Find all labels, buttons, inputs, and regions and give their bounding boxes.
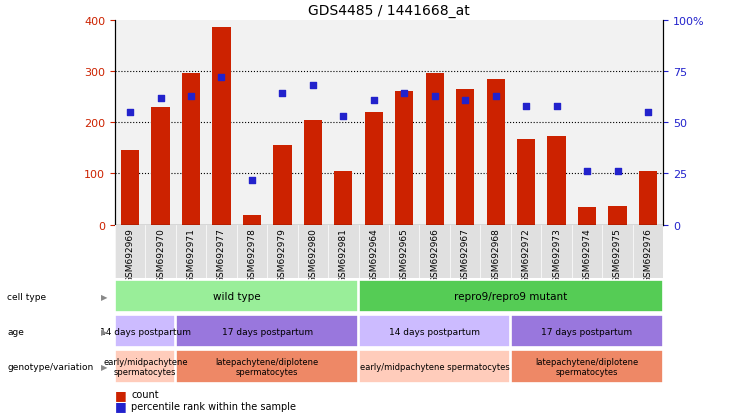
Bar xyxy=(395,92,413,225)
Point xyxy=(642,109,654,116)
Point xyxy=(155,95,167,102)
Title: GDS4485 / 1441668_at: GDS4485 / 1441668_at xyxy=(308,4,470,18)
Text: ▶: ▶ xyxy=(101,327,107,336)
Bar xyxy=(365,113,383,225)
Text: latepachytene/diplotene
spermatocytes: latepachytene/diplotene spermatocytes xyxy=(216,357,319,376)
Bar xyxy=(639,171,657,225)
Bar xyxy=(359,350,511,383)
Text: 14 days postpartum: 14 days postpartum xyxy=(389,327,480,336)
Text: genotype/variation: genotype/variation xyxy=(7,362,93,371)
Bar xyxy=(213,28,230,225)
Text: ▶: ▶ xyxy=(101,292,107,301)
Point xyxy=(459,97,471,104)
Bar xyxy=(304,120,322,225)
Text: 17 days postpartum: 17 days postpartum xyxy=(542,327,633,336)
Point xyxy=(581,169,593,175)
Bar xyxy=(359,280,662,313)
Point xyxy=(399,91,411,97)
Text: GSM692979: GSM692979 xyxy=(278,228,287,282)
Text: GSM692975: GSM692975 xyxy=(613,228,622,282)
Bar xyxy=(456,90,474,225)
Bar xyxy=(176,350,358,383)
Text: GSM692974: GSM692974 xyxy=(582,228,591,282)
Text: ▶: ▶ xyxy=(101,362,107,371)
Text: cell type: cell type xyxy=(7,292,47,301)
Point xyxy=(124,109,136,116)
Point xyxy=(490,93,502,100)
Point xyxy=(246,177,258,183)
Bar xyxy=(121,151,139,225)
Bar xyxy=(116,315,175,348)
Bar xyxy=(517,139,535,225)
Text: GSM692972: GSM692972 xyxy=(522,228,531,282)
Point xyxy=(307,83,319,89)
Text: GSM692976: GSM692976 xyxy=(643,228,653,282)
Text: GSM692965: GSM692965 xyxy=(399,228,409,282)
Text: repro9/repro9 mutant: repro9/repro9 mutant xyxy=(454,291,568,301)
Text: 14 days postpartum: 14 days postpartum xyxy=(100,327,191,336)
Text: ■: ■ xyxy=(115,399,127,412)
Bar xyxy=(487,79,505,225)
Point xyxy=(429,93,441,100)
Text: GSM692981: GSM692981 xyxy=(339,228,348,282)
Text: early/midpachytene spermatocytes: early/midpachytene spermatocytes xyxy=(360,362,510,371)
Bar xyxy=(116,280,358,313)
Point xyxy=(520,103,532,110)
Text: ■: ■ xyxy=(115,388,127,401)
Point xyxy=(337,114,349,120)
Point xyxy=(611,169,623,175)
Text: percentile rank within the sample: percentile rank within the sample xyxy=(131,401,296,411)
Bar xyxy=(359,315,511,348)
Point xyxy=(185,93,197,100)
Text: latepachytene/diplotene
spermatocytes: latepachytene/diplotene spermatocytes xyxy=(536,357,639,376)
Point xyxy=(216,75,227,81)
Bar xyxy=(243,216,261,225)
Text: wild type: wild type xyxy=(213,291,261,301)
Text: count: count xyxy=(131,389,159,399)
Text: GSM692964: GSM692964 xyxy=(369,228,379,282)
Text: 17 days postpartum: 17 days postpartum xyxy=(222,327,313,336)
Bar xyxy=(334,171,353,225)
Bar xyxy=(116,350,175,383)
Bar xyxy=(182,74,200,225)
Text: GSM692968: GSM692968 xyxy=(491,228,500,282)
Bar xyxy=(176,315,358,348)
Text: GSM692978: GSM692978 xyxy=(247,228,256,282)
Text: early/midpachytene
spermatocytes: early/midpachytene spermatocytes xyxy=(103,357,187,376)
Text: GSM692980: GSM692980 xyxy=(308,228,317,282)
Bar xyxy=(511,315,662,348)
Point xyxy=(368,97,379,104)
Bar xyxy=(578,207,597,225)
Text: GSM692967: GSM692967 xyxy=(461,228,470,282)
Bar xyxy=(511,350,662,383)
Bar xyxy=(273,146,291,225)
Text: GSM692970: GSM692970 xyxy=(156,228,165,282)
Bar xyxy=(115,225,663,279)
Text: GSM692973: GSM692973 xyxy=(552,228,561,282)
Bar xyxy=(151,107,170,225)
Text: GSM692966: GSM692966 xyxy=(431,228,439,282)
Point xyxy=(551,103,562,110)
Bar xyxy=(608,206,627,225)
Text: GSM692969: GSM692969 xyxy=(125,228,135,282)
Bar xyxy=(425,74,444,225)
Bar xyxy=(548,137,565,225)
Point xyxy=(276,91,288,97)
Text: age: age xyxy=(7,327,24,336)
Text: GSM692977: GSM692977 xyxy=(217,228,226,282)
Text: GSM692971: GSM692971 xyxy=(187,228,196,282)
